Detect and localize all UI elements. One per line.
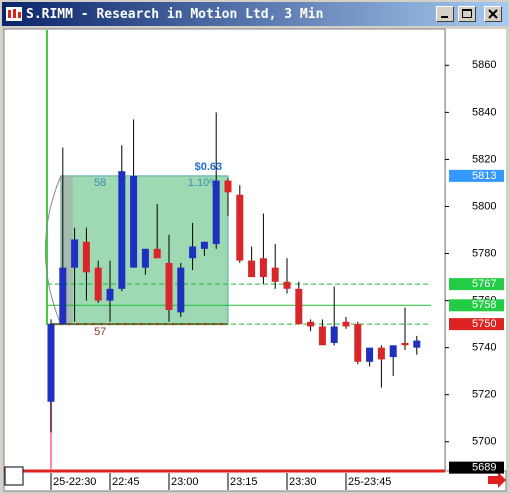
candle-body: [82, 241, 90, 273]
candle-body: [248, 260, 256, 278]
candle-body: [295, 288, 303, 325]
candle-body: [413, 340, 421, 348]
candle-body: [118, 171, 126, 289]
price-tag-label: 5758: [472, 299, 496, 311]
price-tag-label: 5750: [472, 318, 496, 330]
x-tick-label: 25-22:30: [53, 476, 96, 488]
candle-body: [165, 262, 173, 310]
candle-body: [94, 267, 102, 301]
candle-body: [47, 324, 55, 402]
candle-body: [106, 288, 114, 301]
annotation-label: 58: [94, 177, 106, 189]
app-icon: [6, 7, 22, 21]
price-tag-label: 5813: [472, 170, 496, 182]
y-tick-label: 5700: [472, 436, 496, 448]
candle-body: [366, 347, 374, 362]
candle-body: [307, 321, 315, 327]
y-tick-label: 5840: [472, 106, 496, 118]
y-tick-label: 5820: [472, 153, 496, 165]
candle-body: [59, 267, 67, 325]
candle-body: [318, 326, 326, 346]
candle-body: [200, 241, 208, 249]
candle-body: [330, 326, 338, 343]
x-tick-label: 22:45: [112, 476, 140, 488]
annotation-label: 57: [94, 326, 106, 338]
candle-body: [189, 246, 197, 259]
y-tick-label: 5720: [472, 389, 496, 401]
title-bar: S.RIMM - Research in Motion Ltd, 3 Min: [2, 2, 508, 26]
candle-body: [177, 267, 185, 313]
price-tag: [449, 461, 504, 474]
y-tick-label: 5780: [472, 247, 496, 259]
candle-body: [259, 258, 267, 278]
price-tag: [449, 299, 504, 312]
candle-body: [212, 180, 220, 245]
corner-box[interactable]: [4, 466, 24, 486]
window-title: S.RIMM - Research in Motion Ltd, 3 Min: [26, 7, 324, 22]
minimize-button[interactable]: [436, 6, 454, 22]
candle-body: [401, 342, 409, 346]
candle-body: [236, 194, 244, 261]
candle-body: [389, 345, 397, 358]
chart: 581.10%$0.635757005720574057605780580058…: [3, 28, 507, 492]
candle-body: [130, 175, 138, 268]
x-tick-label: 23:15: [230, 476, 258, 488]
scroll-arrow[interactable]: [488, 472, 506, 488]
y-tick-label: 5860: [472, 59, 496, 71]
annotation-label: $0.63: [195, 161, 223, 173]
x-tick-label: 23:00: [171, 476, 199, 488]
annotation-label: 1.10%: [188, 177, 219, 189]
price-tag-label: 5689: [472, 462, 496, 474]
candle-body: [377, 347, 385, 360]
candle-body: [153, 248, 161, 259]
plot-layer: 581.10%$0.635757005720574057605780580058…: [44, 59, 504, 490]
y-tick-label: 5740: [472, 342, 496, 354]
price-tag-label: 5767: [472, 278, 496, 290]
y-tick-label: 5800: [472, 200, 496, 212]
price-tag: [449, 318, 504, 331]
candle-body: [271, 267, 279, 282]
y-axis-area: [446, 29, 506, 471]
candle-body: [71, 239, 79, 268]
candle-body: [224, 180, 232, 193]
maximize-button[interactable]: [458, 6, 476, 22]
price-tag: [449, 169, 504, 182]
x-tick-label: 25-23:45: [348, 476, 391, 488]
measure-arc: [44, 175, 62, 325]
price-tag: [449, 278, 504, 291]
close-button[interactable]: [484, 6, 502, 22]
candle-body: [354, 324, 362, 362]
x-tick-label: 23:30: [289, 476, 317, 488]
candle-body: [342, 321, 350, 327]
candle-body: [141, 248, 149, 268]
candle-body: [283, 281, 291, 289]
